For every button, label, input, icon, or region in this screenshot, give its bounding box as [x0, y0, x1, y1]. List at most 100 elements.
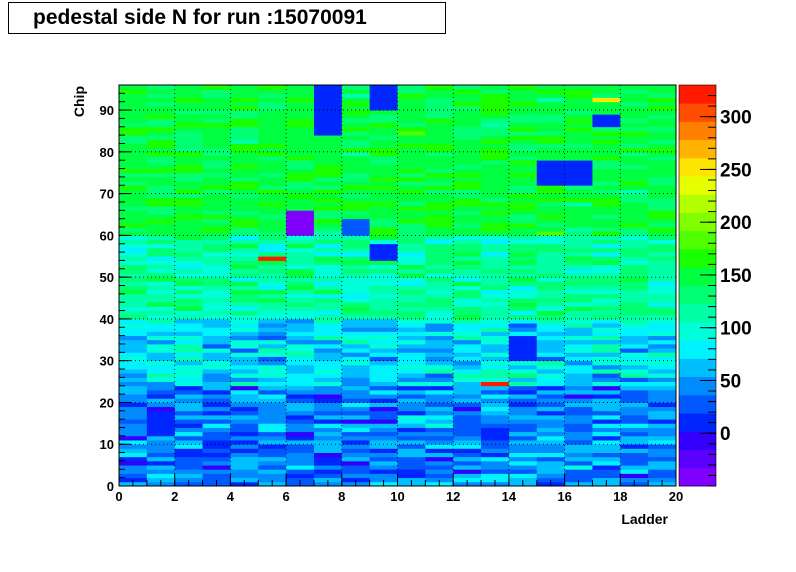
- heatmap-cell: [508, 360, 538, 366]
- heatmap-cell: [620, 160, 649, 165]
- heatmap-cell: [341, 364, 371, 370]
- heatmap-cell: [397, 243, 426, 249]
- heatmap-cell: [592, 298, 621, 303]
- heatmap-cell: [174, 394, 203, 399]
- heatmap-cell: [146, 252, 176, 257]
- heatmap-cell: [453, 306, 482, 311]
- heatmap-cell: [592, 231, 621, 236]
- heatmap-cell: [119, 448, 148, 453]
- heatmap-cell: [174, 168, 203, 174]
- heatmap-cell: [508, 114, 538, 119]
- heatmap-cell: [592, 168, 621, 174]
- heatmap-cell: [397, 85, 426, 90]
- x-axis-title: Ladder: [621, 511, 668, 527]
- heatmap-cell: [341, 193, 371, 199]
- heatmap-cell: [453, 139, 482, 144]
- heatmap-cell: [202, 130, 231, 136]
- heatmap-cell: [258, 227, 287, 232]
- heatmap-cell: [174, 469, 203, 474]
- heatmap-cell: [536, 189, 565, 195]
- heatmap-cell: [174, 172, 203, 178]
- heatmap-cell: [202, 381, 231, 387]
- heatmap-cell: [369, 264, 398, 270]
- heatmap-cell: [536, 252, 565, 257]
- heatmap-cell: [508, 264, 538, 270]
- heatmap-cell: [202, 151, 231, 157]
- heatmap-cell: [592, 256, 621, 261]
- heatmap-cell: [592, 314, 621, 320]
- heatmap-cell: [258, 440, 287, 445]
- heatmap-cell: [146, 181, 176, 186]
- heatmap-cell: [620, 465, 649, 470]
- heatmap-cell: [341, 473, 371, 479]
- heatmap-cell: [397, 452, 426, 458]
- heatmap-cell: [397, 114, 426, 119]
- heatmap-cell: [119, 310, 148, 316]
- heatmap-cell: [564, 130, 593, 136]
- heatmap-cell: [146, 97, 176, 103]
- heatmap-cell: [592, 398, 621, 403]
- heatmap-cell: [202, 164, 231, 169]
- heatmap-cell: [174, 398, 203, 403]
- heatmap-cell: [146, 130, 176, 136]
- heatmap-cell: [592, 356, 621, 362]
- heatmap-cell: [119, 206, 148, 211]
- heatmap-cell: [536, 147, 565, 153]
- heatmap-cell: [258, 302, 287, 307]
- heatmap-cell: [508, 147, 538, 153]
- heatmap-cell: [564, 414, 593, 420]
- heatmap-cell: [313, 114, 343, 119]
- heatmap-cell: [481, 89, 510, 94]
- heatmap-cell: [425, 197, 454, 203]
- heatmap-cell: [425, 460, 454, 466]
- heatmap-cell: [174, 377, 203, 382]
- heatmap-cell: [174, 185, 203, 190]
- heatmap-cell: [369, 201, 398, 207]
- heatmap-cell: [453, 181, 482, 186]
- heatmap-cell: [397, 160, 426, 165]
- heatmap-cell: [286, 406, 315, 412]
- heatmap-cell: [230, 285, 259, 291]
- heatmap-cell: [397, 302, 426, 307]
- heatmap-cell: [536, 135, 565, 140]
- heatmap-cell: [258, 293, 287, 299]
- heatmap-cell: [592, 394, 621, 399]
- heatmap-cell: [648, 185, 677, 190]
- heatmap-cell: [369, 160, 398, 165]
- heatmap-cell: [397, 431, 426, 437]
- heatmap-cell: [453, 252, 482, 257]
- heatmap-cell: [564, 264, 593, 270]
- palette-tick-label: 250: [720, 160, 752, 181]
- heatmap-cell: [592, 427, 621, 433]
- heatmap-cell: [202, 268, 231, 274]
- heatmap-cell: [286, 143, 315, 149]
- heatmap-cell: [286, 360, 315, 366]
- heatmap-cell: [508, 164, 538, 169]
- heatmap-cell: [119, 473, 148, 479]
- heatmap-cell: [202, 97, 231, 103]
- heatmap-cell: [481, 93, 510, 98]
- heatmap-cell: [592, 431, 621, 437]
- heatmap-cell: [481, 469, 510, 474]
- heatmap-cell: [508, 423, 538, 428]
- heatmap-cell: [202, 93, 231, 98]
- heatmap-cell: [536, 343, 565, 349]
- heatmap-cell: [313, 314, 343, 320]
- heatmap-cell: [258, 360, 287, 366]
- heatmap-cell: [508, 222, 538, 228]
- heatmap-cell: [592, 210, 621, 215]
- heatmap-cell: [397, 460, 426, 466]
- heatmap-cell: [536, 398, 565, 403]
- heatmap-cell: [313, 369, 343, 374]
- heatmap-cell: [648, 310, 677, 316]
- heatmap-cell: [258, 318, 287, 324]
- heatmap-cell: [620, 456, 649, 462]
- heatmap-cell: [286, 122, 315, 128]
- heatmap-cell: [592, 214, 621, 220]
- heatmap-cell: [146, 118, 176, 123]
- heatmap-cell: [119, 101, 148, 107]
- heatmap-cell: [397, 272, 426, 278]
- heatmap-cell: [146, 122, 176, 128]
- heatmap-cell: [536, 201, 565, 207]
- heatmap-cell: [397, 210, 426, 215]
